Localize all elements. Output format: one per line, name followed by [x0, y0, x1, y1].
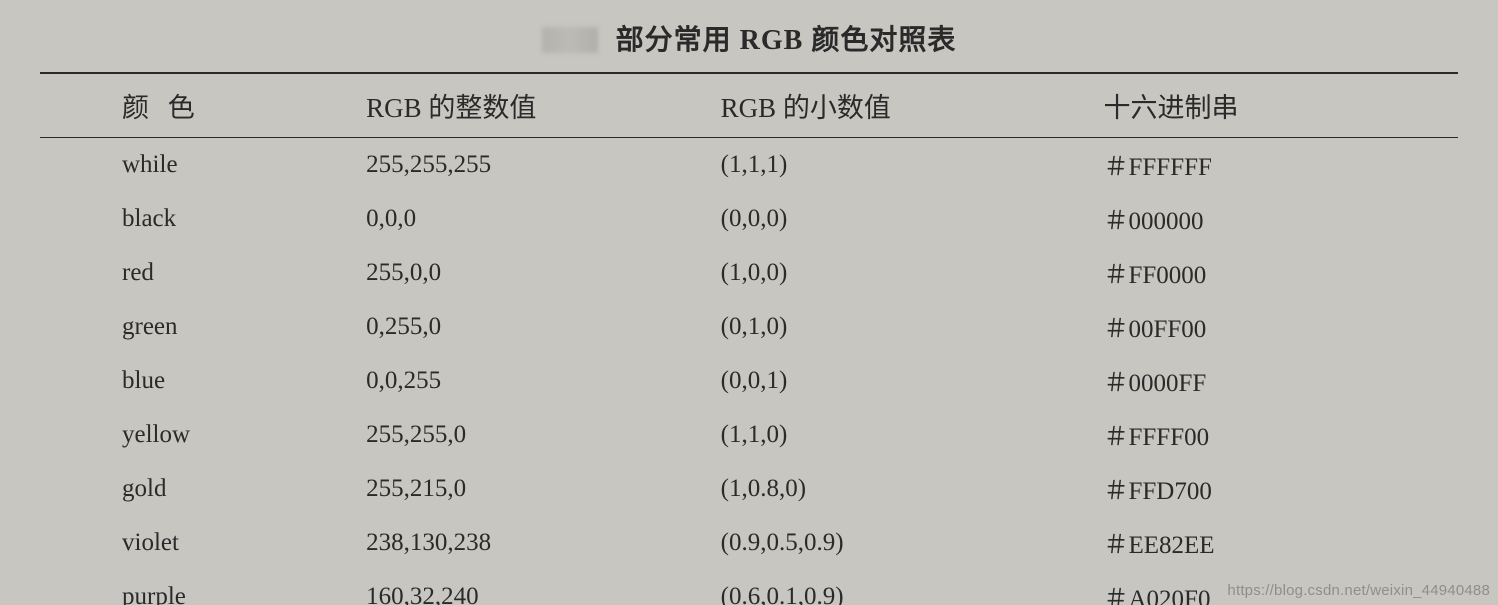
- cell-dec: (0.6,0.1,0.9): [721, 570, 1104, 605]
- page-root: 部分常用 RGB 颜色对照表 颜 色 RGB 的整数值 RGB 的小数值 十六进…: [0, 0, 1498, 605]
- cell-name: blue: [40, 354, 366, 408]
- col-header-int: RGB 的整数值: [366, 73, 721, 138]
- cell-dec: (1,0.8,0): [721, 462, 1104, 516]
- cell-hex: ＃00FF00: [1103, 300, 1458, 354]
- cell-hex: ＃FFD700: [1103, 462, 1458, 516]
- cell-dec: (1,0,0): [721, 246, 1104, 300]
- table-row: violet238,130,238(0.9,0.5,0.9)＃EE82EE: [40, 516, 1458, 570]
- cell-name: yellow: [40, 408, 366, 462]
- table-row: blue0,0,255(0,0,1)＃0000FF: [40, 354, 1458, 408]
- cell-hex: ＃0000FF: [1103, 354, 1458, 408]
- cell-int: 255,255,255: [366, 138, 721, 193]
- cell-int: 0,255,0: [366, 300, 721, 354]
- cell-name: while: [40, 138, 366, 193]
- cell-int: 238,130,238: [366, 516, 721, 570]
- table-row: gold255,215,0(1,0.8,0)＃FFD700: [40, 462, 1458, 516]
- cell-name: violet: [40, 516, 366, 570]
- table-title: 部分常用 RGB 颜色对照表: [40, 18, 1458, 58]
- redacted-label: [542, 27, 598, 53]
- cell-hex: ＃FF0000: [1103, 246, 1458, 300]
- cell-dec: (0,0,0): [721, 192, 1104, 246]
- title-text: 部分常用 RGB 颜色对照表: [616, 25, 957, 56]
- table-row: green0,255,0(0,1,0)＃00FF00: [40, 300, 1458, 354]
- col-header-hex: 十六进制串: [1103, 73, 1458, 138]
- cell-int: 0,0,255: [366, 354, 721, 408]
- cell-dec: (1,1,1): [721, 138, 1104, 193]
- table-header-row: 颜 色 RGB 的整数值 RGB 的小数值 十六进制串: [40, 73, 1458, 138]
- watermark-text: https://blog.csdn.net/weixin_44940488: [1227, 582, 1490, 599]
- table-row: while255,255,255(1,1,1)＃FFFFFF: [40, 138, 1458, 193]
- cell-name: gold: [40, 462, 366, 516]
- col-header-dec: RGB 的小数值: [721, 73, 1104, 138]
- table-row: red255,0,0(1,0,0)＃FF0000: [40, 246, 1458, 300]
- cell-int: 255,215,0: [366, 462, 721, 516]
- cell-int: 0,0,0: [366, 192, 721, 246]
- col-header-name: 颜 色: [40, 73, 366, 138]
- cell-hex: ＃EE82EE: [1103, 516, 1458, 570]
- cell-name: black: [40, 192, 366, 246]
- table-row: black0,0,0(0,0,0)＃000000: [40, 192, 1458, 246]
- rgb-color-table: 颜 色 RGB 的整数值 RGB 的小数值 十六进制串 while255,255…: [40, 72, 1458, 605]
- table-body: while255,255,255(1,1,1)＃FFFFFF black0,0,…: [40, 138, 1458, 605]
- cell-int: 255,0,0: [366, 246, 721, 300]
- cell-dec: (0,0,1): [721, 354, 1104, 408]
- cell-hex: ＃FFFF00: [1103, 408, 1458, 462]
- cell-name: green: [40, 300, 366, 354]
- cell-dec: (0,1,0): [721, 300, 1104, 354]
- cell-dec: (0.9,0.5,0.9): [721, 516, 1104, 570]
- cell-int: 255,255,0: [366, 408, 721, 462]
- cell-hex: ＃000000: [1103, 192, 1458, 246]
- cell-hex: ＃FFFFFF: [1103, 138, 1458, 193]
- cell-name: purple: [40, 570, 366, 605]
- cell-dec: (1,1,0): [721, 408, 1104, 462]
- table-row: yellow255,255,0(1,1,0)＃FFFF00: [40, 408, 1458, 462]
- cell-int: 160,32,240: [366, 570, 721, 605]
- cell-name: red: [40, 246, 366, 300]
